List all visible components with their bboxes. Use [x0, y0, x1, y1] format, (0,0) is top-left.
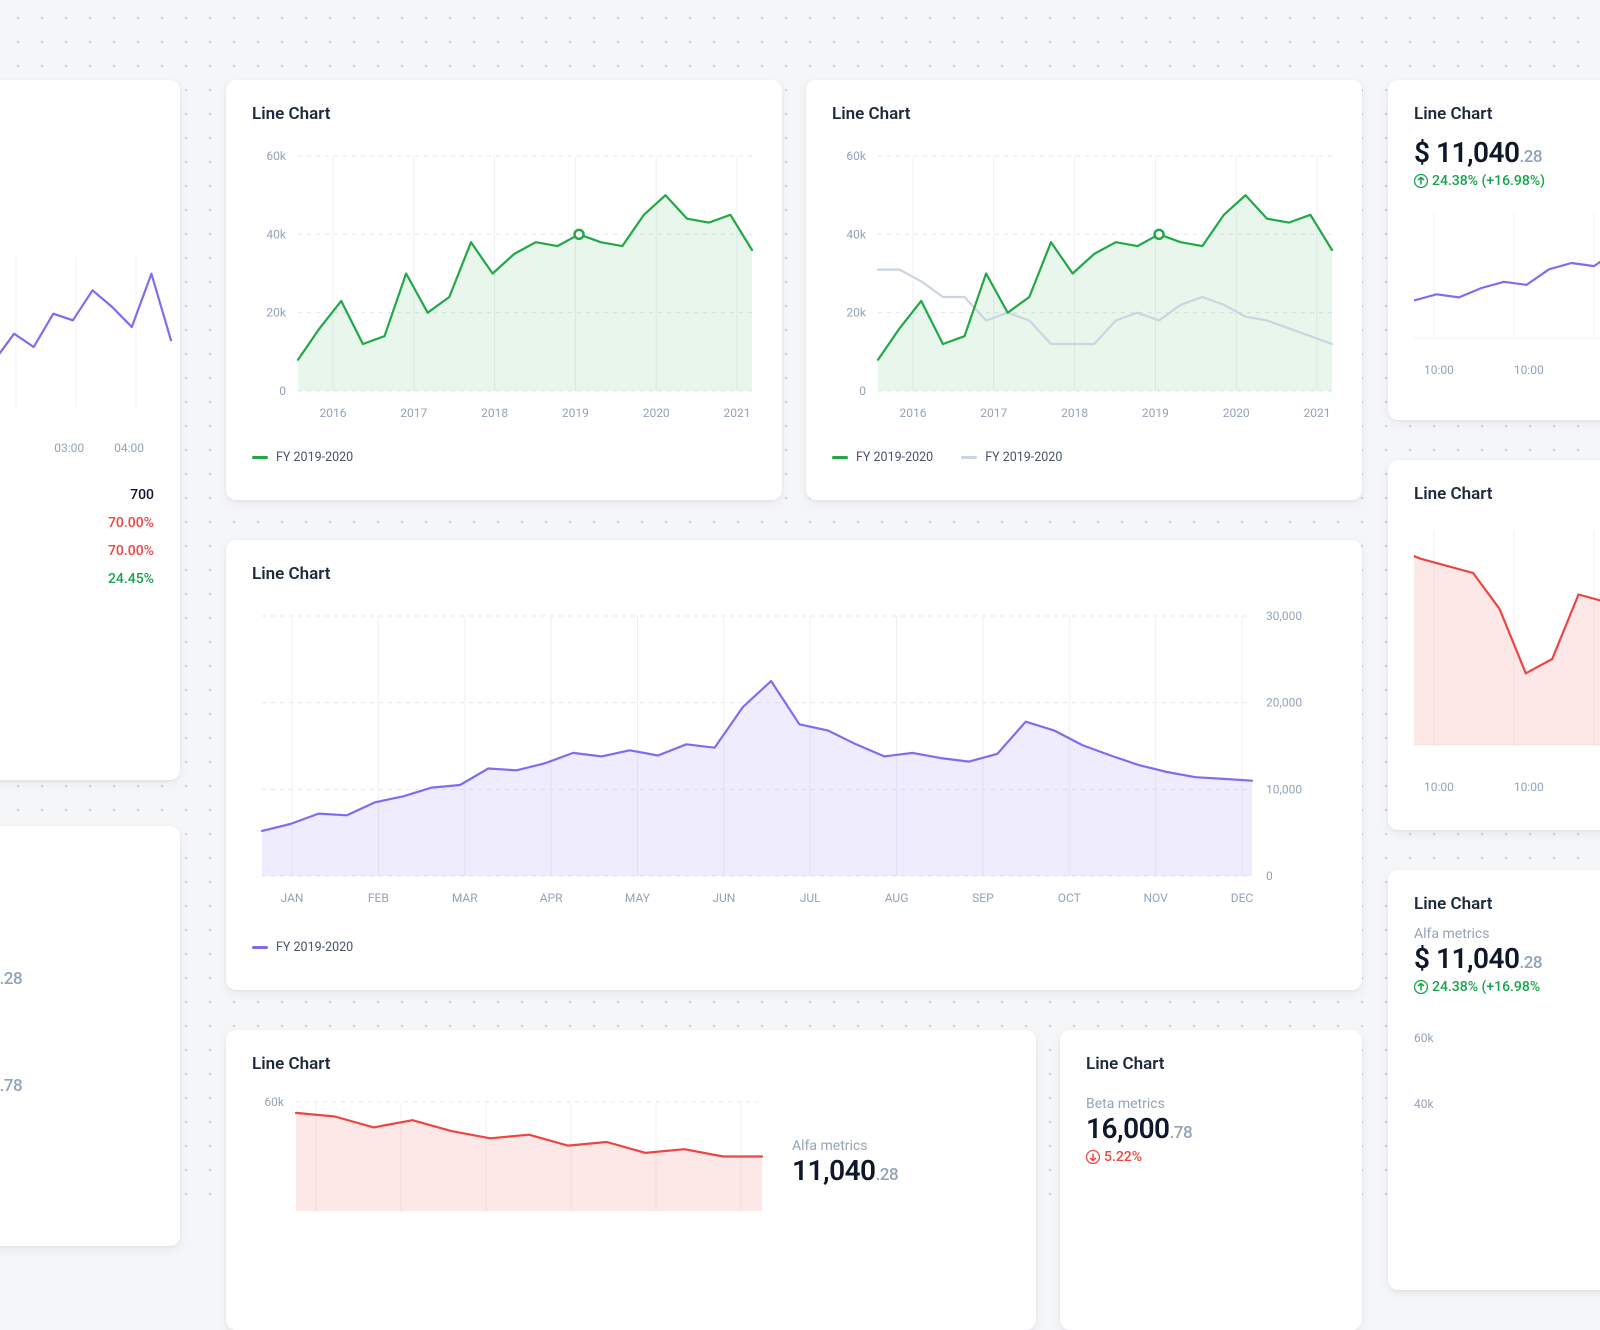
svg-text:2021: 2021: [724, 406, 751, 420]
svg-text:0: 0: [279, 384, 286, 398]
ytick: 60k: [1414, 1031, 1600, 1045]
right-top-chart: [1414, 203, 1600, 353]
card-title: Line Chart: [1414, 894, 1600, 914]
svg-text:MAR: MAR: [452, 891, 478, 905]
card-left-metrics: Alfa metrics 11,040.28 24.38% Beta metri…: [0, 826, 180, 1246]
stat-row: 24.45%: [0, 565, 154, 593]
svg-text:20k: 20k: [266, 306, 286, 320]
right-red-chart: [1414, 520, 1600, 770]
card-title: Line Chart: [1414, 104, 1600, 124]
card-violet-wide: Line Chart 0 10,000 20,000 30,000 JAN FEB MAR A…: [226, 540, 1362, 990]
svg-text:2018: 2018: [481, 406, 508, 420]
card-title: Line Chart: [252, 564, 1336, 584]
card-green-single: Line Chart 0 20k 40k 60k 2016 2017 2018 2019 202…: [226, 80, 782, 500]
svg-text:20,000: 20,000: [1266, 696, 1302, 710]
alfa-delta: 24.38%: [0, 995, 154, 1011]
svg-text:0: 0: [859, 384, 866, 398]
svg-text:2016: 2016: [320, 406, 347, 420]
svg-text:MAY: MAY: [625, 891, 651, 905]
alfa-value: 11,040.28: [0, 958, 154, 991]
ytick: 40k: [1414, 1097, 1600, 1111]
svg-text:2020: 2020: [1223, 406, 1250, 420]
legend: FY 2019-2020: [252, 450, 756, 465]
xtick: 10:00: [1514, 363, 1544, 377]
card-title: Line Chart: [252, 104, 756, 124]
alfa-side-value: 11,040.28: [792, 1154, 1010, 1187]
right-alfa-delta: 24.38% (+16.98%: [1414, 979, 1600, 995]
svg-text:JUN: JUN: [712, 891, 735, 905]
xtick: 10:00: [1424, 780, 1454, 794]
xtick: 10:00: [1514, 780, 1544, 794]
svg-text:2019: 2019: [562, 406, 589, 420]
stat-row: 70.00%: [0, 537, 154, 565]
svg-text:40k: 40k: [266, 227, 286, 241]
bottom-red-chart: 60k: [252, 1086, 772, 1216]
svg-text:2019: 2019: [1142, 406, 1169, 420]
card-title: Line Chart: [252, 1054, 1010, 1074]
beta-value: 16,000.78: [1086, 1112, 1336, 1145]
left-xtick: 03:00: [54, 441, 84, 455]
svg-text:20k: 20k: [846, 306, 866, 320]
alfa-side-label: Alfa metrics: [792, 1138, 1010, 1154]
card-bottom-red: Line Chart 60k Alfa metrics 11,040.28: [226, 1030, 1036, 1330]
beta-label: Beta metrics: [0, 1049, 154, 1065]
svg-text:30,000: 30,000: [1266, 609, 1302, 623]
svg-text:FEB: FEB: [368, 891, 389, 905]
svg-text:60k: 60k: [846, 149, 866, 163]
svg-text:DEC: DEC: [1231, 891, 1254, 905]
beta-delta: 5.22%: [0, 1102, 154, 1118]
svg-text:APR: APR: [540, 891, 563, 905]
green-dual-chart: 0 20k 40k 60k 2016 2017 2018 2019 2020 2021: [832, 136, 1342, 436]
right-top-delta: 24.38% (+16.98%): [1414, 173, 1600, 189]
right-top-value: $ 11,040.28: [1414, 136, 1600, 169]
svg-text:2018: 2018: [1061, 406, 1088, 420]
green-chart: 0 20k 40k 60k 2016 2017 2018 2019 2020 2021: [252, 136, 762, 436]
beta-delta: 5.22%: [1086, 1149, 1336, 1165]
svg-text:0: 0: [1266, 869, 1273, 883]
card-right-red: Line Chart 10:00 10:00: [1388, 460, 1600, 830]
legend: FY 2019-2020: [252, 940, 1336, 955]
svg-text:2017: 2017: [980, 406, 1007, 420]
svg-text:JAN: JAN: [281, 891, 304, 905]
svg-text:60k: 60k: [264, 1095, 284, 1109]
left-xtick: 04:00: [114, 441, 144, 455]
left-value: 00.78: [0, 164, 154, 197]
svg-text:JUL: JUL: [800, 891, 821, 905]
svg-text:NOV: NOV: [1143, 891, 1168, 905]
card-green-double: Line Chart 0 20k 40k 60k 2016 2017 2018 2019 202…: [806, 80, 1362, 500]
beta-value: 16,000.78: [0, 1065, 154, 1098]
xtick: 10:00: [1424, 363, 1454, 377]
svg-text:2020: 2020: [643, 406, 670, 420]
svg-text:AUG: AUG: [885, 891, 909, 905]
svg-text:10,000: 10,000: [1266, 782, 1302, 796]
stat-row: 700: [0, 481, 154, 509]
svg-text:40k: 40k: [846, 227, 866, 241]
svg-text:2021: 2021: [1304, 406, 1331, 420]
svg-text:2017: 2017: [400, 406, 427, 420]
card-title: Line Chart: [832, 104, 1336, 124]
legend: FY 2019-2020 FY 2019-2020: [832, 450, 1336, 465]
violet-chart: 0 10,000 20,000 30,000 JAN FEB MAR APR MAY JUN JUL…: [252, 596, 1342, 926]
left-delta: (-2.07%): [0, 201, 154, 217]
stat-row: 70.00%: [0, 509, 154, 537]
card-bottom-beta: Line Chart Beta metrics 16,000.78 5.22%: [1060, 1030, 1362, 1330]
svg-text:2016: 2016: [900, 406, 927, 420]
card-left-partial: 00.78 (-2.07%) 03:00 04:00 700 70.00% 70…: [0, 80, 180, 780]
card-title: Line Chart: [1086, 1054, 1336, 1074]
card-right-alfa: Line Chart Alfa metrics $ 11,040.28 24.3…: [1388, 870, 1600, 1290]
svg-text:OCT: OCT: [1058, 891, 1081, 905]
alfa-label: Alfa metrics: [0, 942, 154, 958]
beta-label: Beta metrics: [1086, 1096, 1336, 1112]
alfa-label: Alfa metrics: [1414, 926, 1600, 942]
right-alfa-value: $ 11,040.28: [1414, 942, 1600, 975]
left-mini-chart: [0, 247, 176, 437]
svg-text:SEP: SEP: [972, 891, 994, 905]
svg-text:60k: 60k: [266, 149, 286, 163]
card-right-top: Line Chart $ 11,040.28 24.38% (+16.98%) …: [1388, 80, 1600, 420]
card-title: Line Chart: [1414, 484, 1600, 504]
